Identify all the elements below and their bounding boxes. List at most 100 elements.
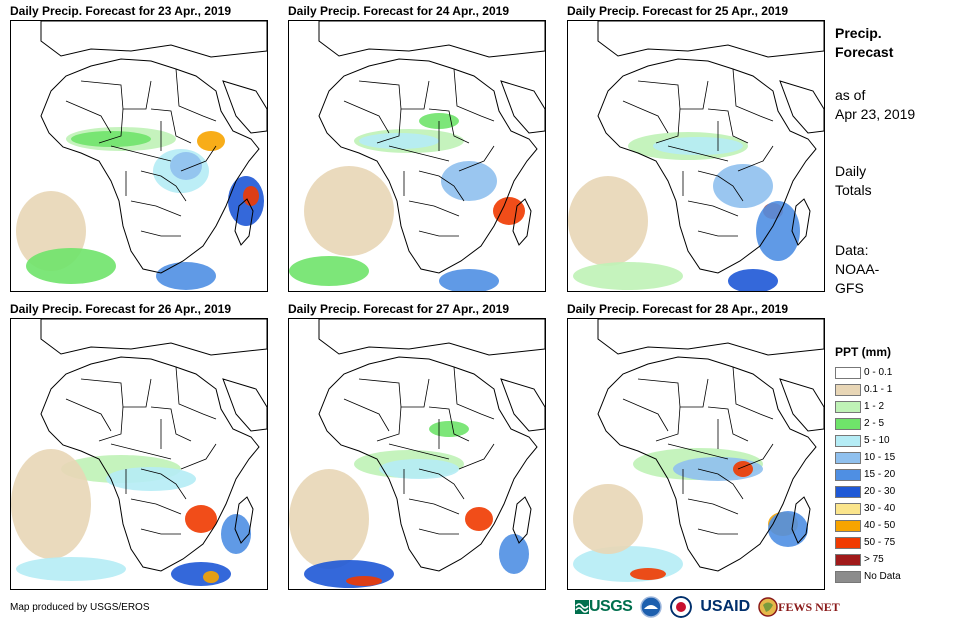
country-border [98,406,124,442]
as-of-label: as of [835,87,866,103]
legend-swatch [835,400,861,413]
legend-label: 0.1 - 1 [864,384,893,395]
map-credit: Map produced by USGS/EROS [10,602,150,613]
europe-coastline [318,21,545,58]
country-border [655,406,681,442]
legend-swatch [835,383,861,396]
country-border [737,145,774,172]
country-border [737,443,774,470]
africa-coastline [40,356,260,572]
precip-area [289,256,369,286]
legend-item: 40 - 50 [835,517,901,534]
precip-area [630,568,666,580]
daily-totals-note: Daily Totals [835,162,872,200]
precip-area [197,131,225,151]
panel-title: Daily Precip. Forecast for 25 Apr., 2019 [567,4,788,18]
as-of-date: as of Apr 23, 2019 [835,86,915,124]
africa-precip-map [568,21,824,291]
country-border [388,443,450,460]
country-border [418,170,465,202]
panel-title: Daily Precip. Forecast for 24 Apr., 2019 [288,4,509,18]
country-border [408,200,460,217]
data-line1: Data: [835,242,869,258]
legend: PPT (mm) 0 - 0.1 0.1 - 1 1 - 2 2 - 5 5 - 10 1… [835,345,901,585]
legend-item: 15 - 20 [835,466,901,483]
arabia-coastline [779,378,824,432]
precip-area [106,467,196,491]
side-title-line2: Forecast [835,44,894,60]
legend-swatch [835,485,861,498]
country-border [453,366,495,420]
precip-map [567,20,825,292]
country-border [622,100,669,134]
precip-area [441,161,497,201]
fews-net-globe-icon [758,597,778,617]
legend-swatch [835,366,861,379]
forecast-panel-23apr: Daily Precip. Forecast for 23 Apr., 2019 [10,4,268,292]
country-border [418,468,465,500]
legend-item: 5 - 10 [835,432,901,449]
country-border [667,443,729,460]
country-border [707,406,749,442]
map-background [289,21,545,291]
usaid-seal-icon [670,596,693,618]
country-border [732,68,774,122]
country-border [697,230,738,237]
madagascar-coastline [512,496,532,544]
legend-item: 0.1 - 1 [835,381,901,398]
country-border [458,443,495,470]
legend-swatch [835,468,861,481]
country-border [180,145,217,172]
arabia-coastline [222,80,267,134]
usgs-wave-icon [575,600,589,614]
country-border [150,406,192,442]
country-border [140,468,187,500]
europe-coastline [40,21,267,58]
forecast-panel-24apr: Daily Precip. Forecast for 24 Apr., 2019 [288,4,546,292]
madagascar-coastline [512,198,532,246]
madagascar-coastline [791,198,811,246]
legend-label: 20 - 30 [864,486,896,497]
europe-coastline [40,319,267,356]
country-border [453,68,495,122]
europe-coastline [597,21,824,58]
precip-map [567,318,825,590]
legend-item: 2 - 5 [835,415,901,432]
forecast-panel-28apr: Daily Precip. Forecast for 28 Apr., 2019 [567,302,825,590]
country-border [65,100,112,134]
madagascar-coastline [234,198,254,246]
precip-area [359,133,439,149]
country-border [150,108,192,144]
country-border [732,366,774,420]
country-border [376,108,402,144]
legend-label: 0 - 0.1 [864,367,893,378]
precip-area [439,269,499,291]
legend-label: 15 - 20 [864,469,896,480]
legend-swatch [835,502,861,515]
noaa-logo-icon [640,596,663,618]
europe-coastline [597,319,824,356]
precip-area [11,449,91,559]
country-border [140,170,187,202]
africa-precip-map [289,319,545,589]
legend-item: 50 - 75 [835,534,901,551]
precip-area [304,560,394,588]
country-border [110,145,172,162]
legend-label: 2 - 5 [864,418,885,429]
africa-coastline [597,58,817,274]
country-border [428,108,470,144]
precip-area [16,557,126,581]
precip-area [26,248,116,284]
precip-area [493,197,525,225]
precip-area [221,514,251,554]
precip-area [728,269,778,291]
legend-swatch [835,553,861,566]
legend-label: 40 - 50 [864,520,896,531]
legend-item: No Data [835,568,901,585]
country-border [65,398,112,432]
africa-precip-map [11,319,267,589]
legend-label: 10 - 15 [864,452,896,463]
country-border [655,108,681,144]
precip-area [713,164,773,208]
country-border [418,230,459,237]
